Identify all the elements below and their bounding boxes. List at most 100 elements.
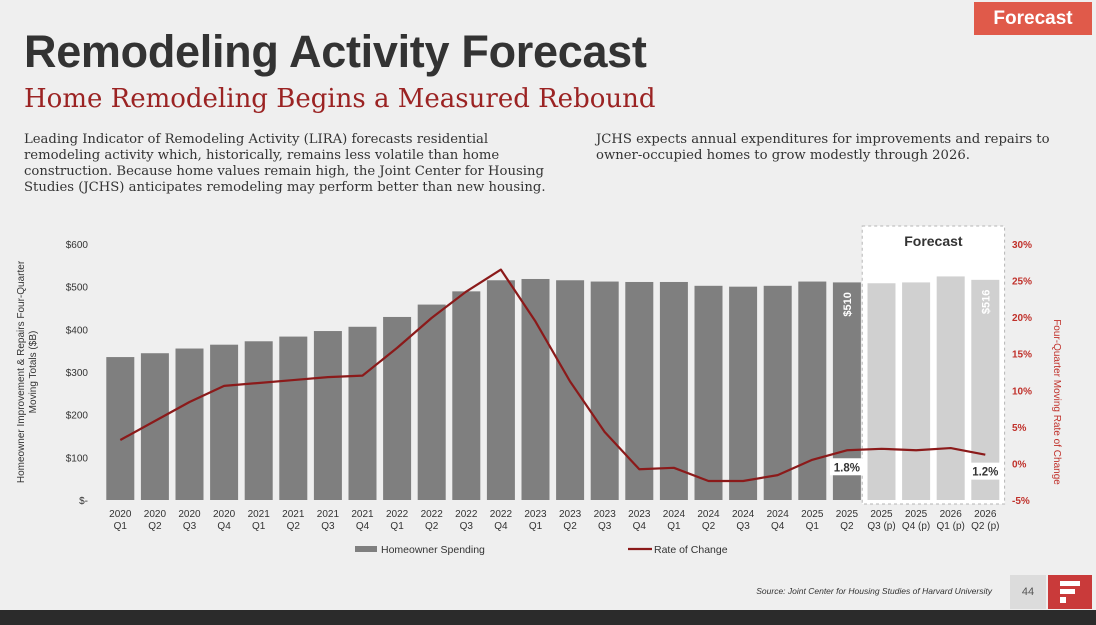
x-tick-quarter: Q3 (460, 521, 474, 532)
left-axis-tick: $200 (66, 411, 89, 422)
intro-paragraph-left: Leading Indicator of Remodeling Activity… (24, 132, 546, 195)
x-tick-year: 2020 (213, 509, 236, 520)
x-tick-year: 2024 (767, 509, 790, 520)
bar (175, 348, 204, 500)
x-tick-year: 2020 (109, 509, 132, 520)
rate-of-change-line (119, 268, 986, 483)
bar (417, 304, 446, 500)
x-tick-year: 2023 (524, 509, 547, 520)
x-tick-quarter: Q4 (494, 521, 508, 532)
x-tick-quarter: Q2 (425, 521, 439, 532)
x-tick-quarter: Q1 (806, 521, 820, 532)
x-tick-quarter: Q4 (p) (902, 521, 930, 532)
bar (590, 281, 619, 500)
right-axis-title: Four-Quarter Moving Rate of Change (1051, 319, 1062, 485)
left-axis-title: Homeowner Improvement & Repairs Four-Qua… (16, 260, 39, 483)
right-axis-tick: 10% (1012, 386, 1032, 397)
bar (521, 278, 550, 500)
bar (452, 291, 481, 500)
line-label-box (829, 458, 864, 476)
left-axis-tick: $- (79, 496, 88, 507)
bar (106, 357, 135, 500)
footer-bar (0, 610, 1096, 625)
x-tick-quarter: Q2 (563, 521, 577, 532)
source-note: Source: Joint Center for Housing Studies… (756, 586, 992, 596)
bar (867, 283, 896, 500)
x-tick-quarter: Q3 (736, 521, 750, 532)
page-subtitle: Home Remodeling Begins a Measured Reboun… (24, 84, 656, 114)
bar (659, 281, 688, 500)
x-tick-year: 2023 (628, 509, 651, 520)
right-axis-tick: 20% (1012, 313, 1032, 324)
page-number: 44 (1010, 575, 1046, 609)
x-tick-year: 2022 (421, 509, 444, 520)
bar (348, 326, 377, 500)
bar (729, 286, 758, 500)
legend-swatch-spending (355, 546, 377, 552)
x-tick-year: 2022 (490, 509, 513, 520)
right-axis-tick: 15% (1012, 350, 1032, 361)
bar (383, 316, 412, 500)
bar-value-label: $510 (842, 292, 854, 316)
right-axis-tick: 25% (1012, 277, 1032, 288)
x-tick-quarter: Q1 (252, 521, 266, 532)
remodeling-chart: Forecast $- $100 $200 $300 $400 $500 $600 -5% 0% 5… (16, 225, 1062, 556)
x-tick-year: 2025 (801, 509, 824, 520)
bar (210, 344, 239, 500)
x-tick-quarter: Q3 (183, 521, 197, 532)
x-tick-quarter: Q3 (321, 521, 335, 532)
x-tick-year: 2022 (455, 509, 478, 520)
x-tick-quarter: Q4 (217, 521, 231, 532)
right-axis-tick: -5% (1012, 496, 1030, 507)
left-axis-tick: $100 (66, 453, 89, 464)
x-tick-year: 2024 (697, 509, 720, 520)
x-tick-year: 2021 (248, 509, 271, 520)
left-axis-tick: $400 (66, 325, 89, 336)
x-tick-quarter: Q4 (356, 521, 370, 532)
x-tick-quarter: Q1 (390, 521, 404, 532)
brand-logo (1048, 575, 1092, 609)
right-axis-tick: 30% (1012, 240, 1032, 251)
legend-label-spending: Homeowner Spending (381, 544, 485, 556)
legend-label-rate: Rate of Change (654, 544, 728, 556)
x-tick-quarter: Q4 (771, 521, 785, 532)
x-tick-year: 2024 (663, 509, 686, 520)
x-tick-quarter: Q2 (287, 521, 301, 532)
bar (279, 336, 308, 500)
bar (936, 276, 965, 500)
x-tick-quarter: Q1 (p) (937, 521, 965, 532)
x-tick-year: 2021 (351, 509, 374, 520)
x-tick-year: 2026 (940, 509, 963, 520)
left-axis-tick: $600 (66, 240, 89, 251)
intro-paragraph-right: JCHS expects annual expenditures for imp… (596, 132, 1050, 163)
x-tick-year: 2021 (317, 509, 340, 520)
x-tick-quarter: Q2 (702, 521, 716, 532)
x-tick-quarter: Q3 (p) (867, 521, 895, 532)
x-tick-year: 2025 (870, 509, 893, 520)
x-tick-quarter: Q2 (148, 521, 162, 532)
x-tick-year: 2025 (836, 509, 859, 520)
x-tick-quarter: Q1 (114, 521, 128, 532)
bar (694, 285, 723, 500)
bar (244, 341, 273, 500)
page-title: Remodeling Activity Forecast (24, 26, 647, 77)
x-tick-quarter: Q1 (529, 521, 543, 532)
bar (556, 280, 585, 500)
forecast-badge: Forecast (974, 2, 1092, 35)
bar (902, 282, 931, 500)
bar (798, 281, 827, 500)
x-tick-year: 2022 (386, 509, 409, 520)
line-label-box (968, 462, 1003, 480)
right-axis-tick: 0% (1012, 459, 1027, 470)
right-axis-tick: 5% (1012, 423, 1027, 434)
x-tick-quarter: Q2 (840, 521, 854, 532)
left-axis-tick: $300 (66, 368, 89, 379)
x-tick-quarter: Q3 (598, 521, 612, 532)
x-tick-quarter: Q2 (p) (971, 521, 999, 532)
x-tick-year: 2023 (594, 509, 617, 520)
left-axis-tick: $500 (66, 283, 89, 294)
x-tick-quarter: Q1 (667, 521, 681, 532)
bar (625, 281, 654, 500)
x-tick-year: 2021 (282, 509, 305, 520)
x-tick-year: 2026 (974, 509, 997, 520)
